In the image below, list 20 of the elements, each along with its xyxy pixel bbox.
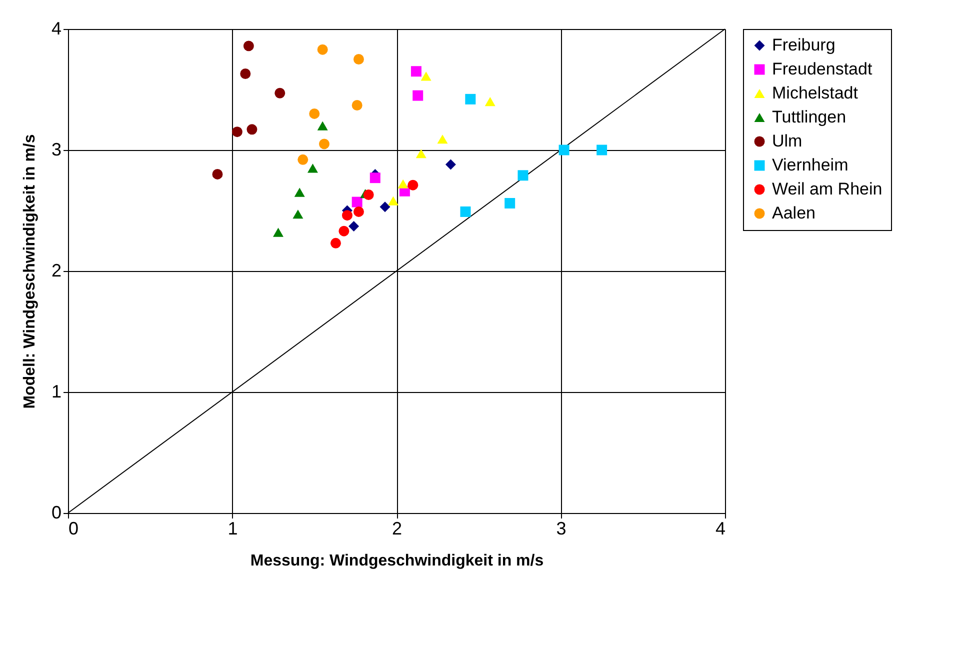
legend-label: Michelstadt xyxy=(772,84,858,102)
x-tick-label: 4 xyxy=(715,518,726,538)
legend-label: Weil am Rhein xyxy=(772,180,882,198)
legend-label: Viernheim xyxy=(772,156,848,174)
x-axis-title: Messung: Windgeschwindigkeit in m/s xyxy=(250,552,544,570)
x-tick-label: 1 xyxy=(228,518,238,538)
y-tick-label: 2 xyxy=(51,260,62,280)
y-tick-label: 0 xyxy=(51,502,62,522)
legend-label: Tuttlingen xyxy=(772,108,846,126)
legend-label: Ulm xyxy=(772,132,802,150)
y-tick-label: 4 xyxy=(51,18,62,38)
y-axis-title: Modell: Windgeschwindigkeit in m/s xyxy=(21,134,38,409)
x-tick-label: 3 xyxy=(556,518,566,538)
legend-label: Freudenstadt xyxy=(772,60,872,78)
y-tick-label: 3 xyxy=(51,140,62,160)
legend-label: Freiburg xyxy=(772,36,836,54)
x-tick-label: 2 xyxy=(392,518,402,538)
x-tick-label: 0 xyxy=(68,518,79,538)
y-tick-label: 1 xyxy=(51,382,62,402)
legend-label: Aalen xyxy=(772,204,816,222)
